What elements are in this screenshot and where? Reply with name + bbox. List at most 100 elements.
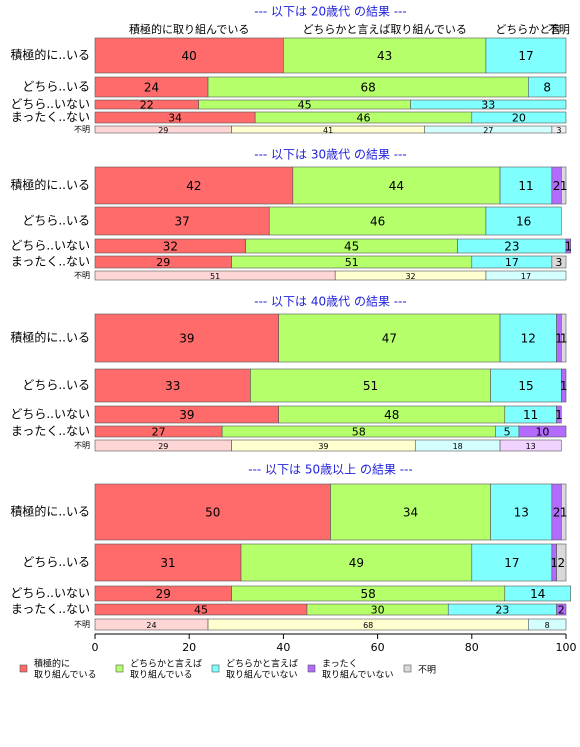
row-label: まったく..ない [11,602,90,616]
row-label: どちら..いる [22,80,90,94]
value-label: 3 [556,126,561,135]
column-header: 積極的に取り組んでいる [129,22,249,36]
value-label: 32 [405,272,415,281]
value-label: 46 [356,112,370,125]
value-label: 1 [560,332,568,346]
value-label: 39 [179,332,194,346]
value-label: 33 [165,379,180,393]
row-label: どちら..いる [22,555,90,569]
value-label: 34 [168,112,182,125]
value-label: 43 [377,49,392,63]
value-label: 51 [210,272,220,281]
value-label: 23 [495,604,509,617]
bar-segment [528,618,567,631]
value-label: 44 [389,179,404,193]
legend-swatch [403,664,412,673]
x-tick-label: 40 [276,641,290,654]
value-label: 20 [512,112,526,125]
value-label: 34 [403,506,418,520]
bar-segment [560,368,567,403]
value-label: 42 [186,179,201,193]
value-label: 68 [361,81,376,95]
value-label: 15 [518,379,533,393]
value-label: 2 [553,179,561,193]
value-label: 29 [158,126,168,135]
bar-segment [94,368,251,403]
row-label: どちら..いない [10,97,90,111]
bar-segment [268,206,487,236]
legend-label: 積極的に [34,658,70,670]
value-label: 17 [505,256,519,269]
row-label: 積極的に..いる [10,47,90,62]
bar-segment [556,405,562,424]
value-label: 33 [481,99,495,112]
bar-segment [250,368,491,403]
legend-label: 不明 [418,665,436,676]
value-label: 1 [555,332,563,346]
bar-segment [410,99,567,110]
row-label: 不明 [74,441,90,450]
bar-segment [94,37,284,74]
value-label: 11 [518,179,533,193]
value-label: 17 [518,49,533,63]
row-label: 積極的に..いる [10,177,90,192]
bar-segment [556,603,567,616]
legend-label: 取り組んでいない [322,669,394,681]
value-label: 27 [152,426,166,439]
row-label: どちら..いない [10,586,90,600]
value-label: 22 [140,99,154,112]
value-label: 5 [504,426,511,439]
value-label: 51 [345,256,359,269]
bar-segment [485,37,567,74]
value-label: 23 [504,240,519,254]
bar-segment [528,76,567,98]
panel-title: --- 以下は 40歳代 の結果 --- [254,295,407,309]
column-header: どちらかと言 [495,23,561,36]
bar-segment [471,111,567,124]
value-label: 46 [370,215,385,229]
value-label: 2 [553,506,561,520]
bar-segment [499,439,562,452]
bar-segment [560,313,567,363]
value-label: 24 [146,621,156,630]
value-label: 10 [535,426,549,439]
legend-label: まったく [322,659,358,670]
value-label: 68 [363,621,373,630]
x-tick-label: 0 [92,641,99,654]
legend-label: 取り組んでいない [226,669,298,681]
x-tick-label: 20 [182,641,196,654]
value-label: 17 [504,556,519,570]
bar-segment [471,543,553,582]
x-tick-label: 80 [465,641,479,654]
value-label: 2 [558,604,565,617]
row-label: どちら..いない [10,407,90,421]
value-label: 45 [298,99,312,112]
value-label: 1 [565,240,573,254]
legend-label: 取り組んでいる [34,669,97,681]
bar-segment [283,37,487,74]
bar-segment [560,483,567,541]
value-label: 58 [352,426,366,439]
value-label: 29 [156,587,171,601]
value-label: 32 [163,240,178,254]
legend-label: 取り組んでいる [130,669,193,681]
row-label: どちら..いる [22,378,90,392]
legend-swatch [19,664,28,673]
row-label: 不明 [74,125,90,134]
x-tick-label: 100 [556,641,577,654]
value-label: 39 [318,442,328,451]
value-label: 1 [555,408,563,422]
value-label: 2 [557,556,565,570]
column-header: 不明 [548,23,570,36]
value-label: 8 [545,621,550,630]
bar-segment [94,206,270,236]
value-label: 24 [144,81,159,95]
value-label: 13 [526,442,536,451]
bar-segment [518,425,567,438]
value-label: 1 [560,179,568,193]
value-label: 48 [384,408,399,422]
value-label: 11 [523,408,538,422]
bar-segment [94,313,279,363]
bar-segment [504,585,572,602]
